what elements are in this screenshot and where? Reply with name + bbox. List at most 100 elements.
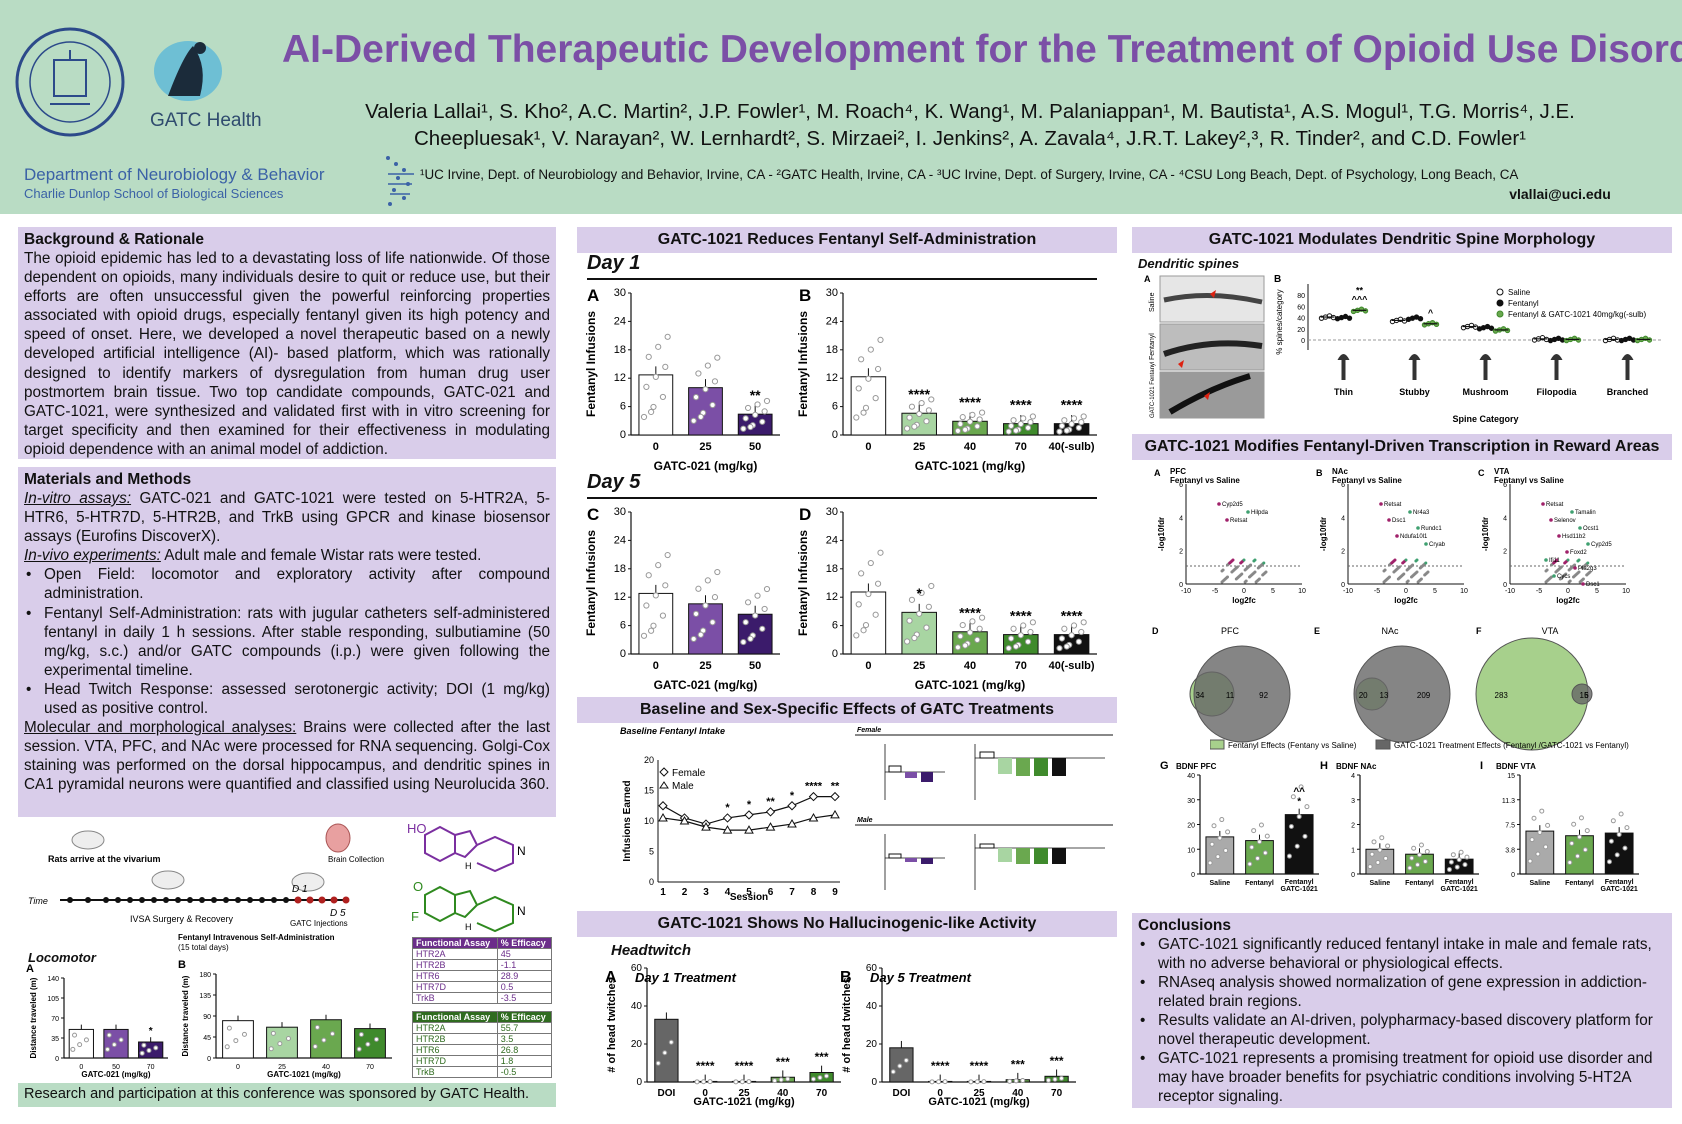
- x-axis-label: GATC-021 (mg/kg): [654, 678, 758, 692]
- y-tick-label: 20: [1297, 327, 1305, 334]
- x-tick-label: -5: [1536, 588, 1542, 595]
- authors-line-1: Valeria Lallai¹, S. Kho², A.C. Martin², …: [365, 100, 1575, 123]
- data-point: [830, 791, 840, 802]
- x-tick-label: 5: [746, 887, 752, 898]
- molecule-structures: HO O F N N H H: [407, 821, 526, 933]
- affiliations: ¹UC Irvine, Dept. of Neurobiology and Be…: [420, 167, 1519, 182]
- legend-marker: [1496, 288, 1504, 296]
- data-point: [1539, 808, 1545, 814]
- data-point: [1080, 619, 1087, 626]
- data-point: [936, 1079, 942, 1085]
- x-tick-label: 0: [653, 441, 659, 453]
- data-point: [1058, 635, 1066, 642]
- contact-email[interactable]: vlallai@uci.edu: [1509, 186, 1611, 202]
- x-axis-label: Session: [730, 892, 768, 903]
- data-point: [966, 418, 974, 425]
- data-point: [662, 1050, 668, 1056]
- data-point: [1375, 859, 1381, 865]
- y-tick-label: 6: [1503, 482, 1507, 489]
- y-axis-label: -log10fdr: [1157, 517, 1166, 551]
- data-point: [643, 602, 650, 609]
- gene-point: [1387, 518, 1391, 522]
- data-point: [754, 592, 761, 599]
- y-tick-label: 40: [631, 1001, 643, 1012]
- gene-point: [1557, 534, 1561, 538]
- data-point: [1012, 427, 1020, 434]
- y-axis-label: # of head twitches: [841, 977, 853, 1072]
- y-tick-label: 60: [866, 963, 878, 974]
- gene-point: [1552, 574, 1556, 578]
- data-point: [765, 807, 776, 817]
- data-point: [697, 631, 704, 638]
- y-tick-label: 20: [866, 1039, 878, 1050]
- data-point: [1385, 843, 1391, 849]
- x-tick-label: 40: [322, 1064, 330, 1071]
- venn-count: 11: [1226, 691, 1235, 700]
- y-tick-label: 0: [1341, 582, 1345, 589]
- panel-letter: B: [1274, 274, 1281, 285]
- data-point: [968, 1079, 974, 1085]
- gene-label: Dsc1: [1586, 582, 1600, 588]
- x-tick-label: GATC-1021: [1281, 886, 1318, 893]
- data-point: [1020, 1078, 1026, 1084]
- y-tick-label: 30: [826, 506, 838, 518]
- x-tick-label: -10: [1343, 588, 1353, 595]
- x-tick-label: 10: [1298, 588, 1306, 595]
- data-point: [722, 813, 733, 823]
- conclusions-title: Conclusions: [1138, 917, 1232, 934]
- data-point: [929, 1079, 935, 1085]
- x-axis-label: log2fc: [1232, 596, 1256, 605]
- headtwitch-chart-a: 0 20 40 60 DOI 0 **** 25 **** 40 *** 70 *** GATC-1021…: [605, 963, 841, 1108]
- rna-section-title: GATC-1021 Modifies Fentanyl-Driven Trans…: [1132, 434, 1672, 460]
- significance-label: ****: [735, 1059, 754, 1073]
- x-tick-label: 70: [1015, 660, 1027, 672]
- data-point: [752, 411, 759, 418]
- gene-point: [1419, 577, 1423, 581]
- data-point: [865, 375, 872, 382]
- y-tick-label: 18: [614, 563, 626, 575]
- x-tick-label: 70: [366, 1064, 374, 1071]
- y-tick-label: 0: [1511, 872, 1515, 879]
- venn-count: 34: [1195, 691, 1204, 700]
- data-point: [1020, 622, 1027, 629]
- data-point: [1249, 844, 1255, 850]
- data-point: [959, 414, 966, 421]
- data-point: [1024, 424, 1032, 431]
- gene-label: Ocst1: [1583, 526, 1599, 532]
- data-point: [1007, 1078, 1013, 1084]
- panel-letter: A: [605, 969, 617, 986]
- data-point: [1407, 865, 1413, 871]
- gene-point: [1566, 558, 1570, 562]
- data-point: [853, 632, 860, 639]
- y-tick-label: 18: [826, 344, 838, 356]
- x-tick-label: 0: [865, 441, 871, 453]
- y-tick-label: 30: [614, 287, 626, 299]
- data-point: [858, 356, 865, 363]
- legend-male: Male: [672, 781, 694, 792]
- data-point: [1424, 849, 1430, 855]
- data-point: [1537, 830, 1543, 836]
- y-tick-label: 0: [1503, 582, 1507, 589]
- methods-bullet: Head Twitch Response: assessed serotoner…: [24, 680, 550, 718]
- data-point: [241, 1031, 247, 1037]
- data-point: [855, 385, 862, 392]
- gene-point: [1240, 572, 1244, 576]
- data-point: [877, 336, 884, 344]
- data-point: [862, 404, 870, 411]
- data-point: [658, 812, 668, 822]
- data-point: [765, 822, 776, 831]
- y-tick-label: 0: [871, 1077, 877, 1088]
- data-point: [874, 580, 882, 587]
- day5-rule: [587, 497, 1097, 499]
- y-tick-label: 4: [1351, 773, 1355, 780]
- significance-label: ***: [776, 1055, 790, 1069]
- data-point: [1070, 415, 1078, 422]
- x-tick-label: Branched: [1607, 387, 1649, 397]
- data-point: [928, 396, 935, 403]
- fentanyl-chart-b: 0 6 12 18 24 30 0 25 **** 40 **** 70 **** 40(-sulb) **…: [796, 286, 1097, 473]
- data-point: [747, 635, 754, 642]
- x-tick-label: -10: [1505, 588, 1515, 595]
- gene-label: Nr4a3: [1413, 510, 1430, 516]
- data-point: [976, 625, 983, 632]
- spine-shape-icon: [1621, 354, 1634, 380]
